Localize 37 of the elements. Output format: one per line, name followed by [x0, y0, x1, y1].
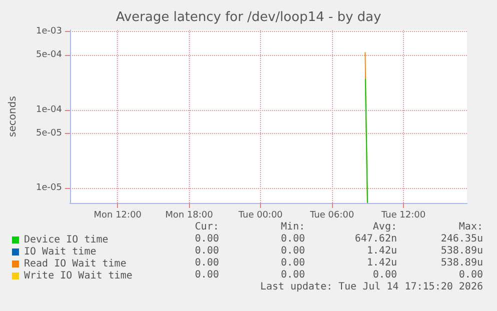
x-tick-label: Tue 00:00	[237, 210, 283, 220]
text: 647.62n	[354, 234, 397, 244]
y-axis-title: seconds	[8, 96, 18, 137]
legend-label: Device IO time	[24, 234, 108, 246]
y-tick-label: 1e-05	[36, 182, 62, 193]
x-tick-label: Mon 12:00	[94, 210, 142, 220]
text: 538.89u	[440, 246, 483, 256]
legend-label: IO Wait time	[24, 246, 96, 258]
text: 0.00	[280, 246, 305, 256]
text: 0.00	[372, 270, 397, 280]
text: 538.89u	[440, 258, 483, 268]
text: Min:	[280, 222, 305, 232]
x-tick-label: Tue 06:00	[308, 210, 354, 220]
text: 0.00	[280, 258, 305, 268]
y-tick-label: 5e-05	[36, 128, 62, 138]
text: Last update: Tue Jul 14 17:15:20 2026	[260, 282, 483, 292]
y-tick-label: 1e-03	[36, 26, 62, 37]
text: Max:	[458, 222, 483, 232]
text: Avg:	[372, 222, 397, 232]
text: 1.42u	[366, 258, 397, 268]
legend-label: Write IO Wait time	[24, 270, 132, 282]
text: 246.35u	[440, 234, 483, 244]
text: 0.00	[194, 258, 219, 268]
text: 0.00	[280, 270, 305, 280]
text: 1.42u	[366, 246, 397, 256]
y-tick-label: 1e-04	[36, 104, 62, 115]
text: Cur:	[194, 222, 219, 232]
text: 0.00	[458, 270, 483, 280]
y-tick-label: 5e-04	[36, 50, 62, 60]
x-tick-label: Mon 18:00	[165, 210, 214, 220]
text: 0.00	[194, 246, 219, 256]
text: 0.00	[194, 270, 219, 280]
text: 0.00	[280, 234, 305, 244]
text: 0.00	[194, 234, 219, 244]
chart-title: Average latency for /dev/loop14 - by day	[116, 10, 382, 25]
legend-label: Read IO Wait time	[24, 258, 126, 270]
x-tick-label: Tue 12:00	[380, 210, 426, 220]
